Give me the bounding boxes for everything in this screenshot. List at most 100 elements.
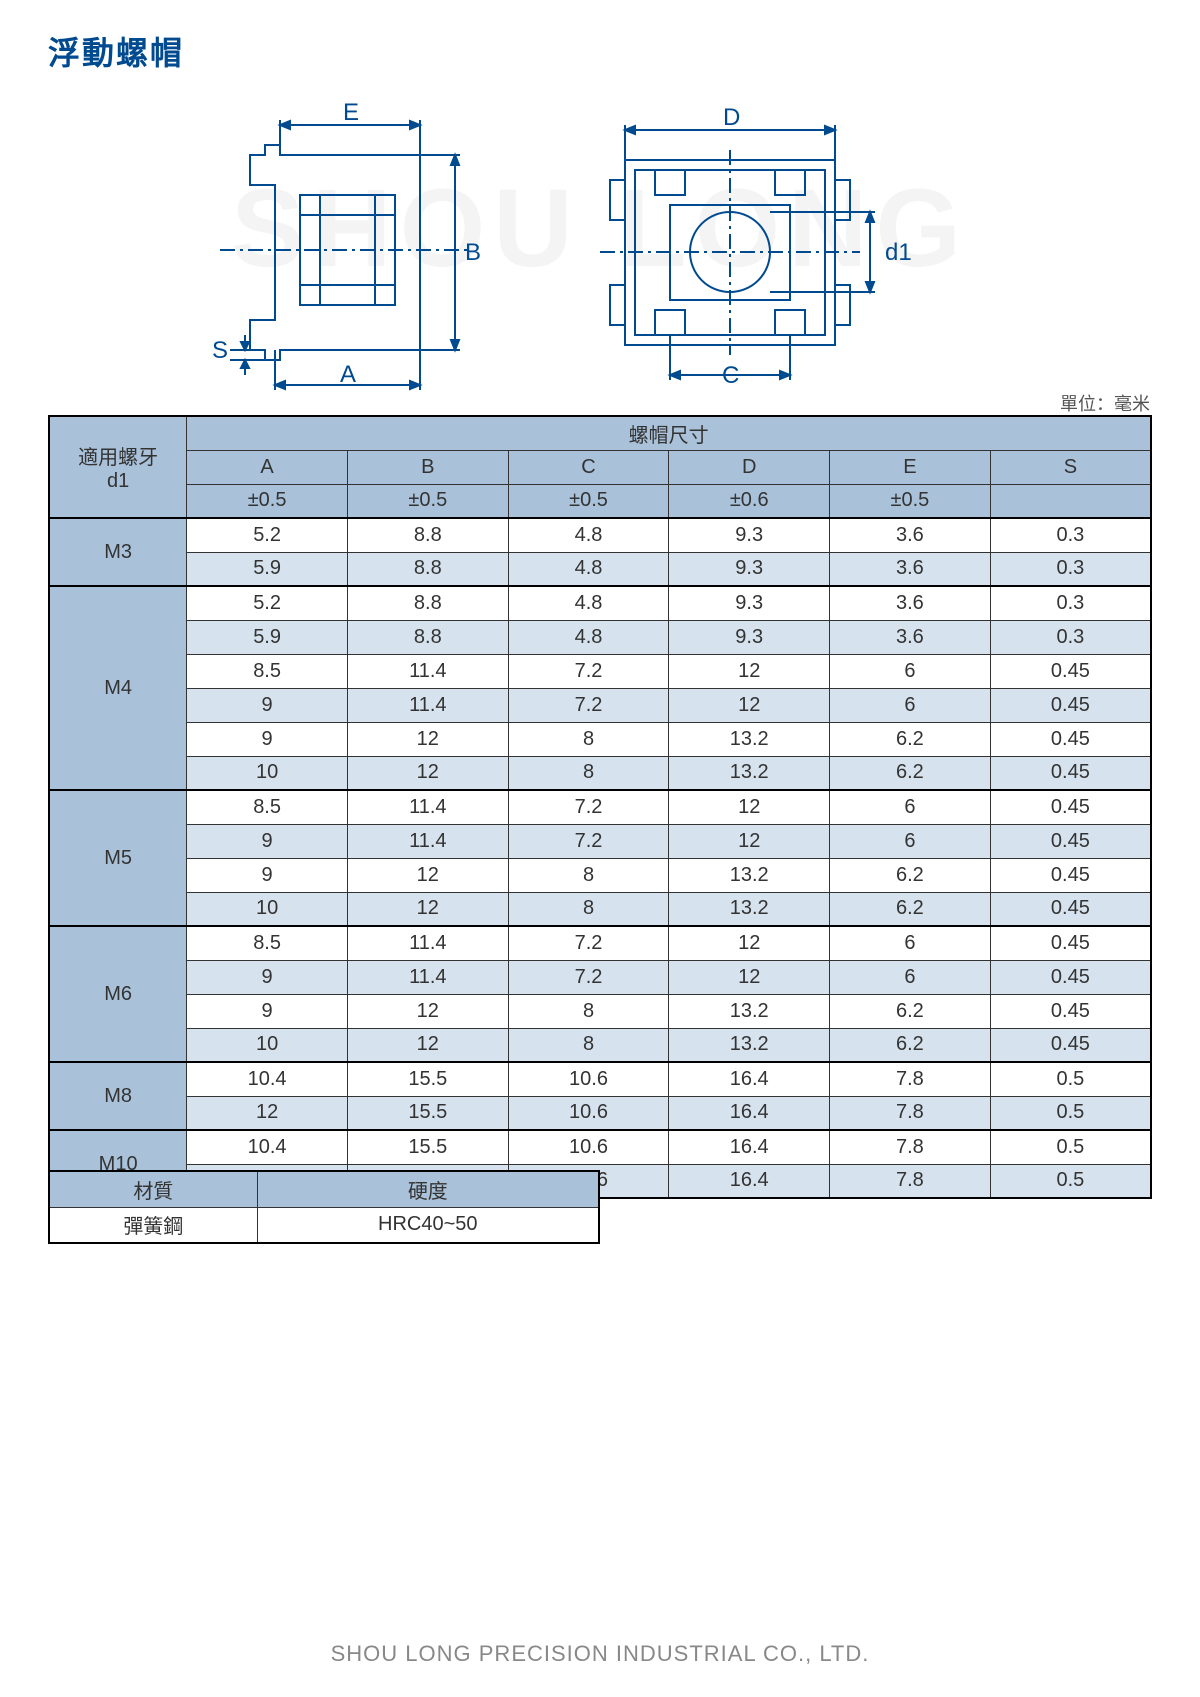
cell: 12: [669, 688, 830, 722]
cell: 12: [669, 824, 830, 858]
cell: 9: [187, 824, 348, 858]
mat-hdr-1: 硬度: [257, 1171, 599, 1207]
cell: 12: [669, 926, 830, 960]
cell: 6: [830, 654, 991, 688]
cell: 0.3: [990, 518, 1151, 552]
cell: 9.3: [669, 586, 830, 620]
cell: 11.4: [347, 790, 508, 824]
cell: 6: [830, 790, 991, 824]
dim-label-E: E: [343, 100, 359, 126]
col-E: E: [830, 450, 991, 484]
tol-1: ±0.5: [347, 484, 508, 518]
cell: 6.2: [830, 858, 991, 892]
cell: 6.2: [830, 994, 991, 1028]
cell: 12: [347, 858, 508, 892]
cell: 6: [830, 688, 991, 722]
col-C: C: [508, 450, 669, 484]
cell: 6.2: [830, 892, 991, 926]
cell: 0.45: [990, 892, 1151, 926]
cell: 9: [187, 688, 348, 722]
cell: 0.45: [990, 654, 1151, 688]
thread-M4: M4: [49, 586, 187, 790]
cell: 7.2: [508, 824, 669, 858]
cell: 8.8: [347, 518, 508, 552]
dimension-table: 適用螺牙 d1螺帽尺寸ABCDES±0.5±0.5±0.5±0.6±0.5M35…: [48, 415, 1152, 1199]
cell: 13.2: [669, 756, 830, 790]
cell: 9: [187, 858, 348, 892]
cell: 0.45: [990, 756, 1151, 790]
cell: 9: [187, 960, 348, 994]
cell: 15.5: [347, 1130, 508, 1164]
col-D: D: [669, 450, 830, 484]
cell: 3.6: [830, 620, 991, 654]
cell: 13.2: [669, 858, 830, 892]
cell: 13.2: [669, 722, 830, 756]
cell: 16.4: [669, 1062, 830, 1096]
cell: 7.2: [508, 926, 669, 960]
cell: 4.8: [508, 620, 669, 654]
cell: 0.45: [990, 688, 1151, 722]
thread-header: 適用螺牙 d1: [49, 416, 187, 518]
cell: 0.45: [990, 994, 1151, 1028]
cell: 0.5: [990, 1062, 1151, 1096]
cell: 0.45: [990, 858, 1151, 892]
cell: 0.45: [990, 722, 1151, 756]
cell: 4.8: [508, 518, 669, 552]
cell: 12: [347, 722, 508, 756]
cell: 10.4: [187, 1130, 348, 1164]
cell: 0.45: [990, 790, 1151, 824]
cell: 0.3: [990, 586, 1151, 620]
cell: 13.2: [669, 994, 830, 1028]
cell: 10: [187, 1028, 348, 1062]
cell: 0.5: [990, 1096, 1151, 1130]
cell: 8: [508, 994, 669, 1028]
thread-M5: M5: [49, 790, 187, 926]
cell: 3.6: [830, 586, 991, 620]
dim-label-D: D: [723, 104, 740, 131]
col-B: B: [347, 450, 508, 484]
cell: 6.2: [830, 1028, 991, 1062]
material-table: 材質 硬度 彈簧鋼 HRC40~50: [48, 1170, 600, 1244]
cell: 12: [669, 654, 830, 688]
cell: 11.4: [347, 824, 508, 858]
cell: 12: [187, 1096, 348, 1130]
cell: 8: [508, 1028, 669, 1062]
thread-M3: M3: [49, 518, 187, 586]
cell: 6: [830, 926, 991, 960]
cell: 9: [187, 722, 348, 756]
cell: 0.45: [990, 960, 1151, 994]
cell: 5.2: [187, 518, 348, 552]
mat-val-1: HRC40~50: [257, 1207, 599, 1243]
cell: 8.5: [187, 790, 348, 824]
thread-M8: M8: [49, 1062, 187, 1130]
cell: 5.9: [187, 620, 348, 654]
cell: 0.3: [990, 620, 1151, 654]
dim-label-B: B: [465, 239, 481, 266]
cell: 0.3: [990, 552, 1151, 586]
cell: 7.8: [830, 1164, 991, 1198]
cell: 16.4: [669, 1164, 830, 1198]
tol-5: [990, 484, 1151, 518]
cell: 10: [187, 892, 348, 926]
cell: 8.8: [347, 552, 508, 586]
cell: 8: [508, 756, 669, 790]
tol-0: ±0.5: [187, 484, 348, 518]
cell: 12: [347, 1028, 508, 1062]
cell: 8.8: [347, 586, 508, 620]
cell: 3.6: [830, 518, 991, 552]
cell: 7.2: [508, 688, 669, 722]
cell: 11.4: [347, 960, 508, 994]
cell: 7.8: [830, 1130, 991, 1164]
cell: 5.9: [187, 552, 348, 586]
cell: 10.6: [508, 1062, 669, 1096]
cell: 8.5: [187, 654, 348, 688]
cell: 0.5: [990, 1130, 1151, 1164]
col-S: S: [990, 450, 1151, 484]
cell: 12: [347, 756, 508, 790]
tol-4: ±0.5: [830, 484, 991, 518]
cell: 11.4: [347, 654, 508, 688]
cell: 8.8: [347, 620, 508, 654]
cell: 6: [830, 960, 991, 994]
cell: 7.2: [508, 960, 669, 994]
cell: 5.2: [187, 586, 348, 620]
